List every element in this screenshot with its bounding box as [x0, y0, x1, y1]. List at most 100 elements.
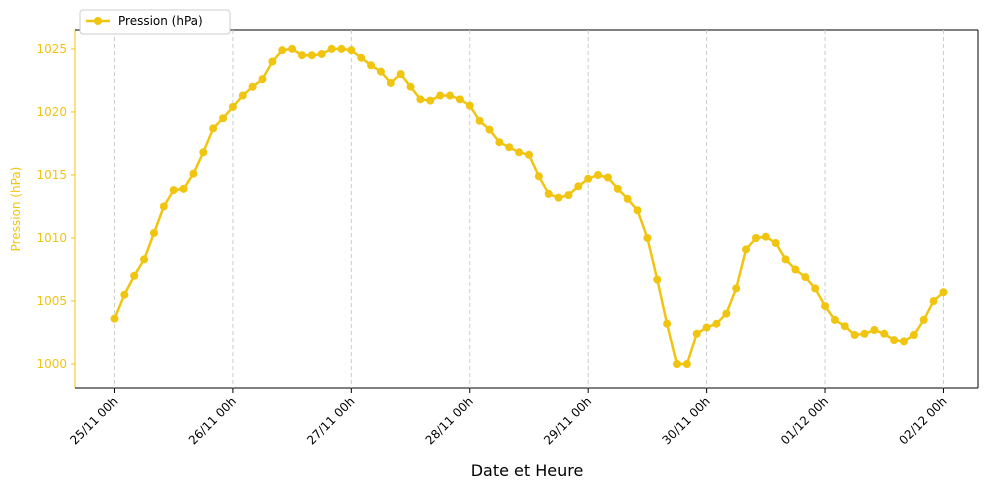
point [751, 233, 760, 242]
x-tick-label: 30/11 00h [659, 394, 712, 447]
point [288, 44, 297, 53]
y-tick-label: 1020 [36, 105, 67, 119]
point [682, 360, 691, 369]
point [594, 170, 603, 179]
point [159, 202, 168, 211]
point [771, 239, 780, 248]
point [475, 116, 484, 125]
point [801, 273, 810, 282]
point [880, 329, 889, 338]
point [663, 319, 672, 328]
legend-marker [94, 17, 102, 25]
point [899, 337, 908, 346]
legend-label: Pression (hPa) [118, 14, 203, 28]
point [584, 174, 593, 183]
point [830, 315, 839, 324]
y-tick-label: 1025 [36, 42, 67, 56]
point [307, 51, 316, 60]
point [149, 228, 158, 237]
point [791, 265, 800, 274]
point [554, 193, 563, 202]
point [505, 143, 514, 152]
y-tick-label: 1010 [36, 231, 67, 245]
point [850, 331, 859, 340]
point [811, 284, 820, 293]
point [337, 44, 346, 53]
point [939, 288, 948, 297]
point [248, 82, 257, 91]
point [870, 326, 879, 335]
point [130, 271, 139, 280]
point [189, 169, 198, 178]
x-tick-label: 02/12 00h [896, 394, 949, 447]
point [761, 232, 770, 241]
point [219, 114, 228, 123]
point [406, 82, 415, 91]
point [515, 148, 524, 157]
point [297, 51, 306, 60]
x-tick-label: 26/11 00h [186, 394, 239, 447]
point [534, 172, 543, 181]
point [781, 255, 790, 264]
x-tick-label: 28/11 00h [423, 394, 476, 447]
x-tick-label: 25/11 00h [67, 394, 120, 447]
point [603, 173, 612, 182]
point [574, 182, 583, 191]
point [268, 57, 277, 66]
point [860, 329, 869, 338]
point [742, 245, 751, 254]
x-axis-label: Date et Heure [471, 461, 584, 480]
point [396, 70, 405, 79]
legend-box [79, 9, 231, 35]
legend: Pression (hPa) [79, 9, 231, 35]
point [633, 206, 642, 215]
x-tick-label: 01/12 00h [778, 394, 831, 447]
x-tick-label: 29/11 00h [541, 394, 594, 447]
point [712, 319, 721, 328]
point [347, 46, 356, 55]
point [436, 91, 445, 100]
point [416, 95, 425, 104]
point [465, 101, 474, 110]
point [544, 189, 553, 198]
point [890, 336, 899, 345]
x-tick-label: 27/11 00h [304, 394, 357, 447]
point [357, 53, 366, 62]
point [179, 184, 188, 193]
point [140, 255, 149, 264]
y-tick-label: 1005 [36, 294, 67, 308]
point [722, 309, 731, 318]
point [386, 78, 395, 87]
point [455, 95, 464, 104]
point [840, 322, 849, 331]
point [623, 194, 632, 203]
y-tick-label: 1015 [36, 168, 67, 182]
point [238, 91, 247, 100]
point [169, 186, 178, 195]
point [919, 315, 928, 324]
y-axis-label: Pression (hPa) [9, 167, 23, 252]
point [209, 124, 218, 133]
y-tick-label: 1000 [36, 357, 67, 371]
point [495, 138, 504, 147]
point [367, 61, 376, 70]
point [485, 125, 494, 134]
point [120, 290, 129, 299]
point [702, 323, 711, 332]
point [317, 49, 326, 58]
point [446, 91, 455, 100]
point [564, 191, 573, 200]
point [673, 360, 681, 369]
point [653, 275, 662, 284]
point [278, 46, 287, 55]
point [643, 233, 652, 242]
point [821, 302, 830, 311]
point [376, 67, 385, 76]
point [613, 184, 622, 193]
point [909, 331, 918, 340]
point [327, 44, 336, 53]
point [524, 150, 533, 159]
point [199, 148, 208, 157]
point [929, 297, 938, 306]
